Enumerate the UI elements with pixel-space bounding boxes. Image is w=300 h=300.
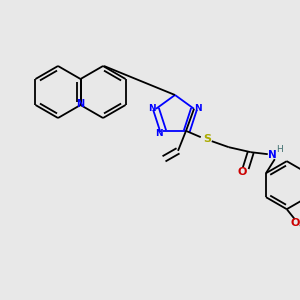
Text: O: O bbox=[237, 167, 246, 177]
Text: O: O bbox=[290, 218, 299, 228]
Text: N: N bbox=[194, 104, 202, 113]
Text: H: H bbox=[276, 145, 283, 154]
Text: N: N bbox=[155, 129, 163, 138]
Text: N: N bbox=[268, 150, 277, 160]
Text: N: N bbox=[76, 99, 85, 109]
Text: S: S bbox=[203, 134, 211, 144]
Text: N: N bbox=[148, 104, 156, 113]
